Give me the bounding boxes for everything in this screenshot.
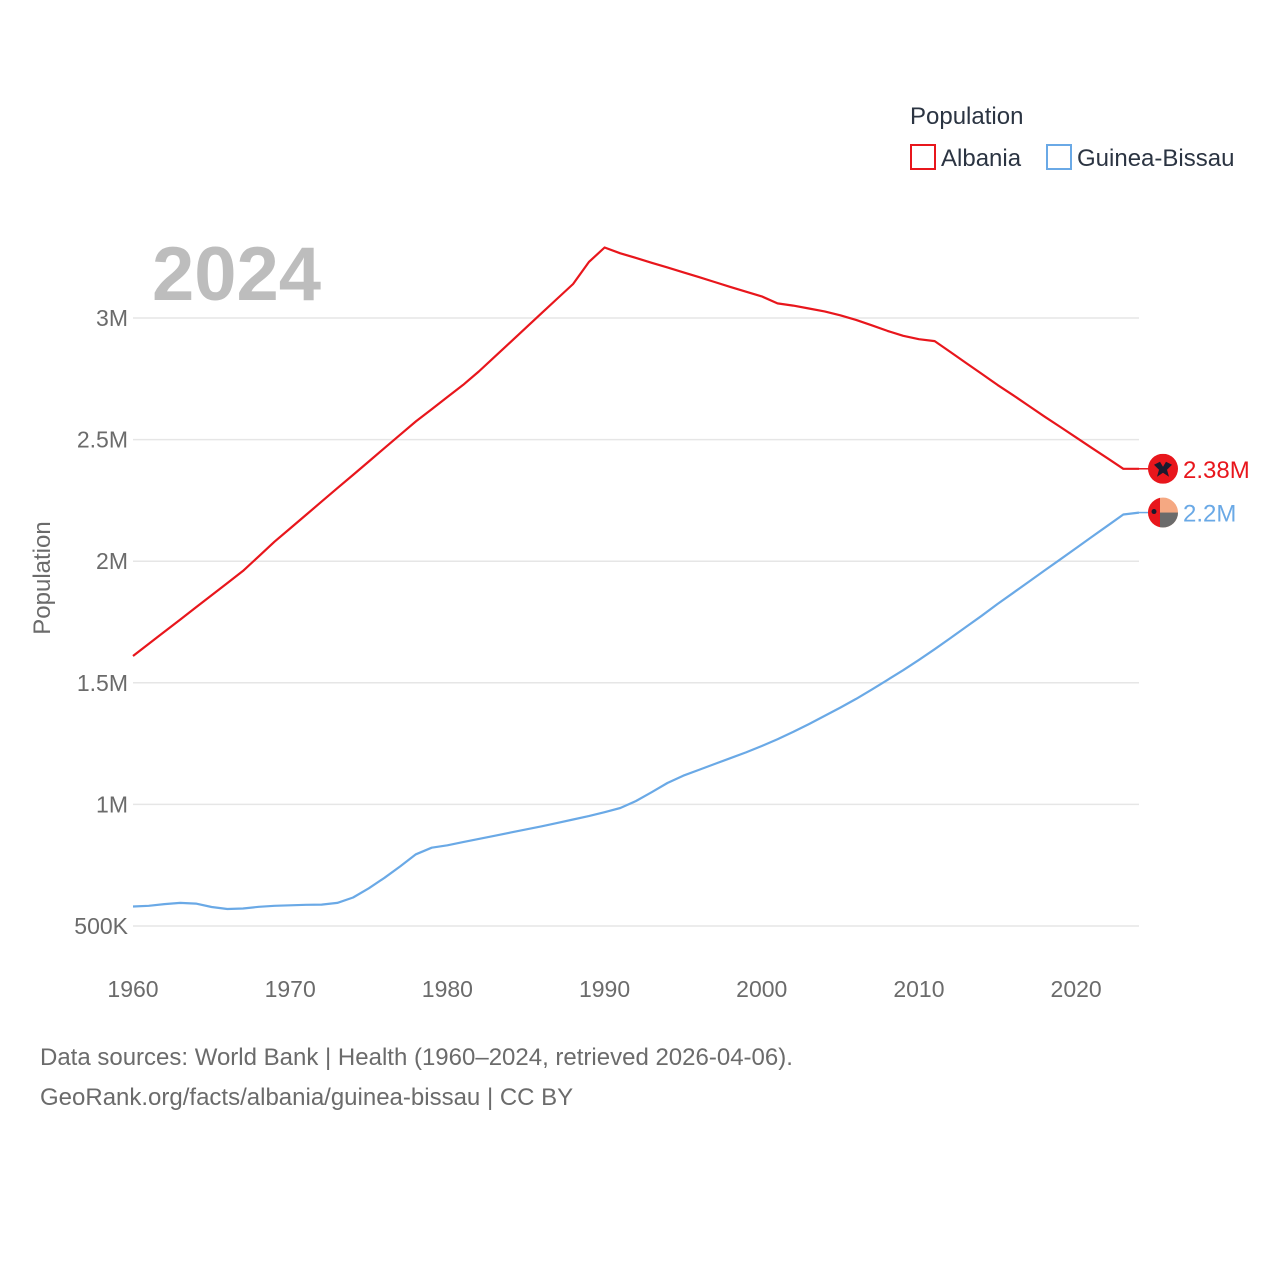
- series-lines: [132, 246, 1149, 911]
- y-tick-label: 500K: [74, 913, 128, 939]
- legend-title: Population: [910, 103, 1023, 130]
- attribution-link[interactable]: GeoRank.org/facts/albania/guinea-bissau …: [40, 1084, 574, 1111]
- series-line-albania[interactable]: [132, 246, 1139, 657]
- legend-swatch-guinea-bissau: [1046, 144, 1072, 170]
- x-tick-label: 1970: [265, 976, 316, 1002]
- legend-item-albania[interactable]: Albania: [910, 144, 1022, 172]
- end-value-label-albania: 2.38M: [1183, 457, 1250, 484]
- legend-label-albania: Albania: [941, 145, 1022, 172]
- data-sources-note: Data sources: World Bank | Health (1960–…: [40, 1044, 793, 1071]
- legend: Population Albania Guinea-Bissau: [910, 103, 1234, 172]
- y-tick-label: 1.5M: [77, 670, 128, 696]
- x-tick-label: 1990: [579, 976, 630, 1002]
- y-tick-label: 2.5M: [77, 427, 128, 453]
- y-tick-label: 3M: [96, 305, 128, 331]
- x-tick-label: 1980: [422, 976, 473, 1002]
- x-axis: 1960 1970 1980 1990 2000 2010 2020: [107, 976, 1101, 1002]
- legend-swatch-albania: [910, 144, 936, 170]
- x-tick-label: 2020: [1051, 976, 1102, 1002]
- guinea-bissau-flag-icon: [1148, 497, 1178, 528]
- y-axis-title: Population: [29, 521, 56, 634]
- legend-label-guinea-bissau: Guinea-Bissau: [1077, 145, 1234, 172]
- y-tick-label: 2M: [96, 548, 128, 574]
- x-tick-label: 2010: [893, 976, 944, 1002]
- y-tick-label: 1M: [96, 791, 128, 817]
- legend-item-guinea-bissau[interactable]: Guinea-Bissau: [1046, 144, 1234, 172]
- end-value-label-guinea-bissau: 2.2M: [1183, 501, 1236, 528]
- gridlines: [133, 317, 1139, 927]
- albania-flag-icon: [1148, 453, 1178, 484]
- end-markers: 2.38M 2.2M: [1148, 453, 1250, 528]
- x-tick-label: 1960: [107, 976, 158, 1002]
- year-watermark: 2024: [152, 232, 321, 317]
- series-line-guinea-bissau[interactable]: [132, 511, 1140, 911]
- y-axis: 500K 1M 1.5M 2M 2.5M 3M: [74, 305, 128, 939]
- x-tick-label: 2000: [736, 976, 787, 1002]
